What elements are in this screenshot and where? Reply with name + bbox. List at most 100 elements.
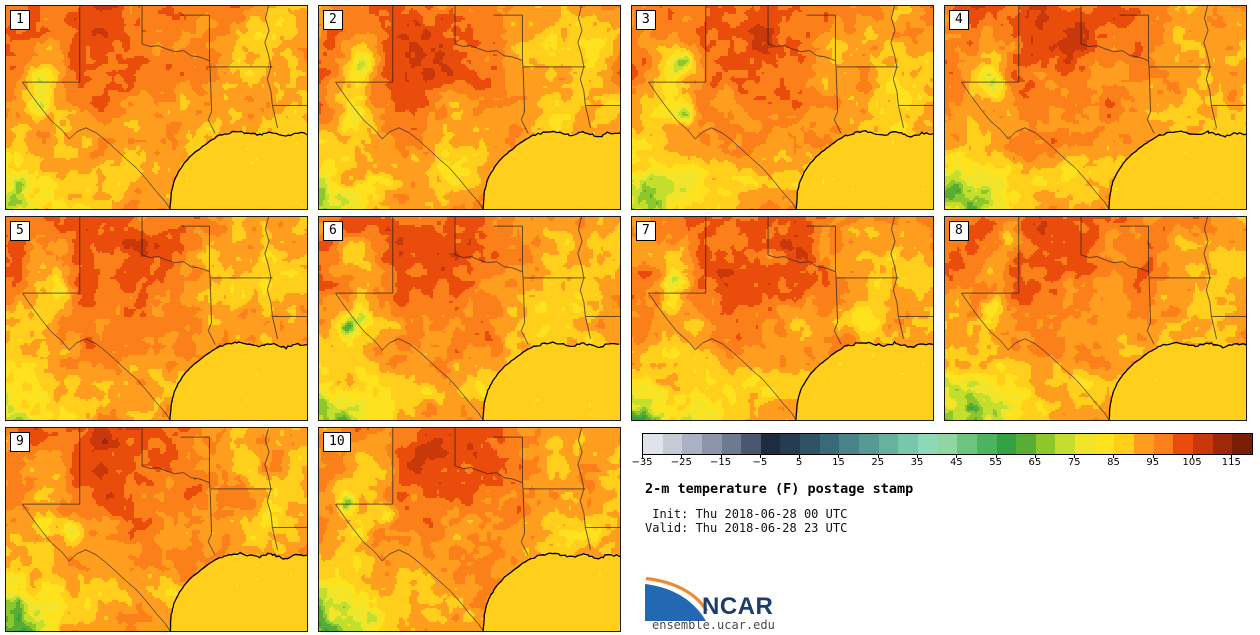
colorbar-tickmark bbox=[720, 454, 722, 458]
colorbar-segment bbox=[721, 434, 742, 454]
temperature-colorbar bbox=[642, 433, 1253, 455]
colorbar-tick-label: 25 bbox=[871, 457, 885, 468]
colorbar-tick-label: 45 bbox=[949, 457, 963, 468]
temperature-map bbox=[319, 428, 620, 631]
colorbar-segment bbox=[1016, 434, 1036, 454]
temperature-map bbox=[6, 217, 307, 420]
map-panel-2: 2 bbox=[318, 5, 621, 210]
colorbar-segment bbox=[1212, 434, 1233, 454]
colorbar-segment bbox=[741, 434, 761, 454]
ncar-logo-icon bbox=[645, 577, 709, 621]
map-panel-7: 7 bbox=[631, 216, 934, 421]
colorbar-segment bbox=[1192, 434, 1213, 454]
map-panel-9: 9 bbox=[5, 427, 308, 632]
map-panel-10: 10 bbox=[318, 427, 621, 632]
colorbar-tickmark bbox=[681, 454, 683, 458]
colorbar-segment bbox=[701, 434, 722, 454]
colorbar-tick-label: −25 bbox=[670, 457, 692, 468]
panel-number-badge: 3 bbox=[636, 10, 656, 30]
colorbar-tick-label: 115 bbox=[1221, 457, 1241, 468]
colorbar-tickmark bbox=[1192, 454, 1194, 458]
map-panel-6: 6 bbox=[318, 216, 621, 421]
colorbar-tickmark bbox=[1231, 454, 1233, 458]
colorbar-segment bbox=[819, 434, 840, 454]
colorbar-tick-label: −5 bbox=[752, 457, 768, 468]
panel-number-badge: 7 bbox=[636, 221, 656, 241]
colorbar-segment bbox=[682, 434, 702, 454]
colorbar-segment bbox=[878, 434, 899, 454]
colorbar-segment bbox=[1035, 434, 1056, 454]
temperature-map bbox=[319, 6, 620, 209]
colorbar-tickmark bbox=[995, 454, 997, 458]
valid-time: Valid: Thu 2018-06-28 23 UTC bbox=[645, 521, 848, 535]
colorbar-segment bbox=[898, 434, 918, 454]
colorbar-tick-label: 95 bbox=[1146, 457, 1160, 468]
temperature-map bbox=[6, 428, 307, 631]
colorbar-segment bbox=[1232, 434, 1252, 454]
colorbar-segment bbox=[780, 434, 801, 454]
panel-number-badge: 1 bbox=[10, 10, 30, 30]
colorbar-tickmark bbox=[1074, 454, 1076, 458]
colorbar-segment bbox=[1094, 434, 1115, 454]
colorbar-tickmark bbox=[642, 454, 643, 458]
temperature-map bbox=[945, 6, 1246, 209]
colorbar-segment bbox=[1055, 434, 1076, 454]
colorbar-segment bbox=[1153, 434, 1174, 454]
colorbar-segment bbox=[662, 434, 683, 454]
map-panel-3: 3 bbox=[631, 5, 934, 210]
colorbar-tick-label: 55 bbox=[989, 457, 1002, 468]
colorbar-tick-label: 75 bbox=[1067, 457, 1081, 468]
temperature-map bbox=[632, 217, 933, 420]
colorbar-tick-label: −35 bbox=[631, 457, 653, 468]
temperature-map bbox=[632, 6, 933, 209]
map-panel-4: 4 bbox=[944, 5, 1247, 210]
init-time: Init: Thu 2018-06-28 00 UTC bbox=[645, 507, 848, 521]
colorbar-tick-label: 65 bbox=[1028, 457, 1042, 468]
map-panel-1: 1 bbox=[5, 5, 308, 210]
temperature-map bbox=[319, 217, 620, 420]
colorbar-tickmark bbox=[1034, 454, 1036, 458]
colorbar-segment bbox=[800, 434, 820, 454]
colorbar-segment bbox=[760, 434, 781, 454]
ncar-logo-text: NCAR bbox=[702, 593, 774, 620]
colorbar-segment bbox=[643, 434, 663, 454]
colorbar-tick-label: 35 bbox=[910, 457, 924, 468]
colorbar-segment bbox=[957, 434, 977, 454]
colorbar-tickmark bbox=[838, 454, 840, 458]
colorbar-tick-label: 85 bbox=[1107, 457, 1120, 468]
colorbar-tickmark bbox=[877, 454, 879, 458]
colorbar-segment bbox=[859, 434, 879, 454]
colorbar-tickmark bbox=[759, 454, 761, 458]
temperature-map bbox=[6, 6, 307, 209]
colorbar-tick-label: 105 bbox=[1182, 457, 1202, 468]
panel-number-badge: 4 bbox=[949, 10, 969, 30]
panel-number-badge: 5 bbox=[10, 221, 30, 241]
figure-title: 2-m temperature (F) postage stamp bbox=[645, 481, 914, 497]
colorbar-tick-label: 15 bbox=[832, 457, 845, 468]
colorbar-tick-label: −15 bbox=[710, 457, 732, 468]
colorbar-segment bbox=[976, 434, 997, 454]
colorbar-tick-label: 5 bbox=[795, 457, 803, 468]
colorbar-tickmark bbox=[1113, 454, 1115, 458]
map-panel-5: 5 bbox=[5, 216, 308, 421]
colorbar-tickmark bbox=[799, 454, 801, 458]
site-url: ensemble.ucar.edu bbox=[652, 618, 775, 632]
temperature-map bbox=[945, 217, 1246, 420]
colorbar-segment bbox=[839, 434, 860, 454]
colorbar-tickmark bbox=[1152, 454, 1154, 458]
colorbar-tickmark bbox=[917, 454, 919, 458]
colorbar-segment bbox=[1173, 434, 1193, 454]
panel-number-badge: 9 bbox=[10, 432, 30, 452]
colorbar-segment bbox=[937, 434, 958, 454]
colorbar-segment bbox=[1075, 434, 1095, 454]
colorbar-segment bbox=[996, 434, 1017, 454]
colorbar-segment bbox=[1134, 434, 1154, 454]
colorbar-segment bbox=[917, 434, 938, 454]
panel-number-badge: 2 bbox=[323, 10, 343, 30]
panel-number-badge: 10 bbox=[323, 432, 351, 452]
map-panel-8: 8 bbox=[944, 216, 1247, 421]
colorbar-tickmark bbox=[956, 454, 958, 458]
colorbar-segment bbox=[1114, 434, 1135, 454]
panel-number-badge: 8 bbox=[949, 221, 969, 241]
